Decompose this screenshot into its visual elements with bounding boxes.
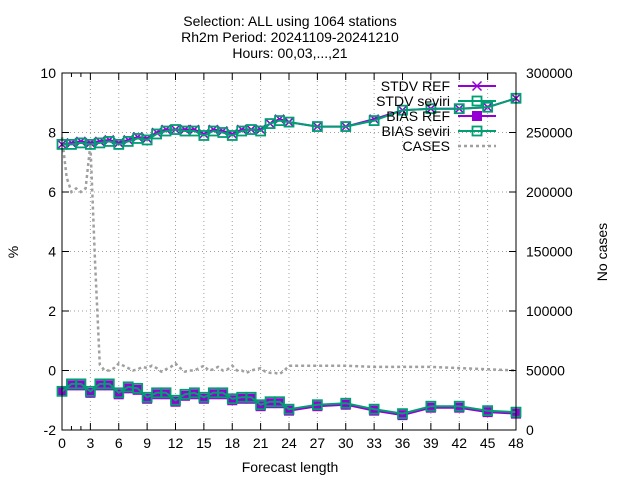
legend-label-stdv-seviri: STDV seviri xyxy=(376,93,450,109)
data-point-stdv-seviri xyxy=(340,121,352,132)
series-bias-seviri xyxy=(56,378,522,420)
x-tick-label: 48 xyxy=(508,435,524,451)
data-point-stdv-seviri xyxy=(397,104,408,116)
x-tick-label: 6 xyxy=(115,435,123,451)
x-tick-label: 24 xyxy=(281,435,297,451)
data-point-bias-seviri xyxy=(274,396,285,408)
data-point-bias-seviri xyxy=(397,408,408,420)
data-point-bias-seviri xyxy=(453,400,465,412)
y-tick-label: 4 xyxy=(48,244,56,260)
chart-title-line-2: Rh2m Period: 20241109-20241210 xyxy=(181,29,399,45)
data-point-stdv-seviri xyxy=(425,103,437,115)
data-point-bias-seviri xyxy=(283,403,295,415)
chart-title-line-3: Hours: 00,03,...,21 xyxy=(232,45,347,61)
legend-marker-stdv-seviri xyxy=(471,95,483,107)
x-tick-label: 21 xyxy=(253,435,269,451)
data-point-bias-seviri xyxy=(132,382,144,394)
series-line-stdv-seviri xyxy=(62,97,517,146)
y-axis-label: % xyxy=(5,246,21,258)
y-tick-label: 10 xyxy=(40,65,56,81)
x-tick-label: 36 xyxy=(395,435,411,451)
data-point-bias-seviri xyxy=(340,397,352,409)
axes-layer: 0 3 6 9 12 15 18 21 24 27 30 33 36 39 42 45 48-202468100… xyxy=(40,65,573,451)
y-tick-label: 6 xyxy=(48,184,56,200)
y2-tick-label: 150000 xyxy=(526,244,573,260)
data-point-bias-seviri xyxy=(217,387,229,399)
y2-tick-label: 100000 xyxy=(526,303,573,319)
x-tick-label: 33 xyxy=(366,435,382,451)
data-point-bias-seviri xyxy=(170,394,181,406)
y2-axis-label: No cases xyxy=(594,223,610,281)
data-point-stdv-seviri xyxy=(141,134,153,146)
data-point-stdv-seviri xyxy=(453,103,465,115)
data-point-stdv-seviri xyxy=(368,115,380,126)
x-tick-label: 27 xyxy=(310,435,326,451)
y-tick-label: -2 xyxy=(44,422,57,438)
legend-marker-bias-seviri xyxy=(471,125,483,137)
legend-marker-bias-ref xyxy=(472,111,482,121)
y2-tick-label: 200000 xyxy=(526,184,573,200)
data-point-stdv-seviri xyxy=(283,116,295,128)
data-point-bias-seviri xyxy=(368,403,380,415)
series-line-bias-seviri xyxy=(61,382,517,415)
data-point-stdv-seviri xyxy=(311,121,323,132)
y2-tick-label: 250000 xyxy=(526,125,573,141)
data-point-stdv-seviri xyxy=(482,101,494,113)
data-point-bias-seviri xyxy=(84,385,96,397)
y2-tick-label: 0 xyxy=(526,422,534,438)
data-point-bias-seviri xyxy=(425,400,437,412)
data-point-bias-seviri xyxy=(245,391,257,403)
data-point-bias-seviri xyxy=(75,378,87,390)
data-point-bias-seviri xyxy=(311,399,323,411)
x-tick-label: 3 xyxy=(86,435,94,451)
y-tick-label: 2 xyxy=(48,303,56,319)
legend-label-bias-ref: BIAS REF xyxy=(386,108,450,124)
x-tick-label: 9 xyxy=(143,435,151,451)
x-tick-label: 0 xyxy=(58,435,66,451)
x-tick-label: 39 xyxy=(423,435,439,451)
x-tick-label: 12 xyxy=(168,435,184,451)
x-tick-label: 45 xyxy=(480,435,496,451)
legend-label-stdv-ref: STDV REF xyxy=(381,78,450,94)
chart-title-line-1: Selection: ALL using 1064 stations xyxy=(183,13,397,29)
y-tick-label: 8 xyxy=(48,125,56,141)
legend-label-bias-seviri: BIAS seviri xyxy=(382,123,450,139)
x-tick-label: 15 xyxy=(196,435,212,451)
legend-label-cases: CASES xyxy=(403,138,450,154)
legend-marker-stdv-ref xyxy=(471,80,483,92)
x-tick-label: 42 xyxy=(451,435,467,451)
data-point-bias-seviri xyxy=(482,405,494,417)
x-tick-label: 18 xyxy=(224,435,240,451)
y2-tick-label: 300000 xyxy=(526,65,573,81)
y2-tick-label: 50000 xyxy=(526,363,565,379)
data-point-bias-seviri xyxy=(160,387,172,399)
series-layer xyxy=(56,92,522,421)
series-stdv-seviri xyxy=(56,92,522,150)
data-point-stdv-seviri xyxy=(255,125,267,137)
data-point-bias-seviri xyxy=(103,378,115,390)
x-tick-label: 30 xyxy=(338,435,354,451)
x-axis-label: Forecast length xyxy=(242,459,339,475)
data-point-bias-seviri xyxy=(113,387,125,399)
y-tick-label: 0 xyxy=(48,363,56,379)
